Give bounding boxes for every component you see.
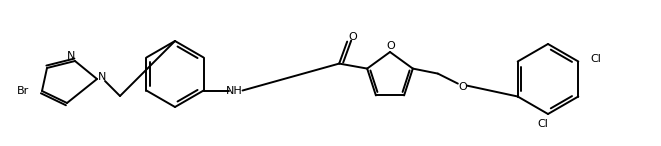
- Text: NH: NH: [226, 86, 243, 97]
- Text: O: O: [349, 32, 358, 42]
- Text: O: O: [387, 41, 395, 51]
- Text: O: O: [459, 82, 467, 92]
- Text: Cl: Cl: [590, 53, 602, 64]
- Text: N: N: [67, 51, 75, 61]
- Text: Cl: Cl: [537, 119, 549, 129]
- Text: Br: Br: [17, 86, 29, 96]
- Text: N: N: [98, 72, 106, 82]
